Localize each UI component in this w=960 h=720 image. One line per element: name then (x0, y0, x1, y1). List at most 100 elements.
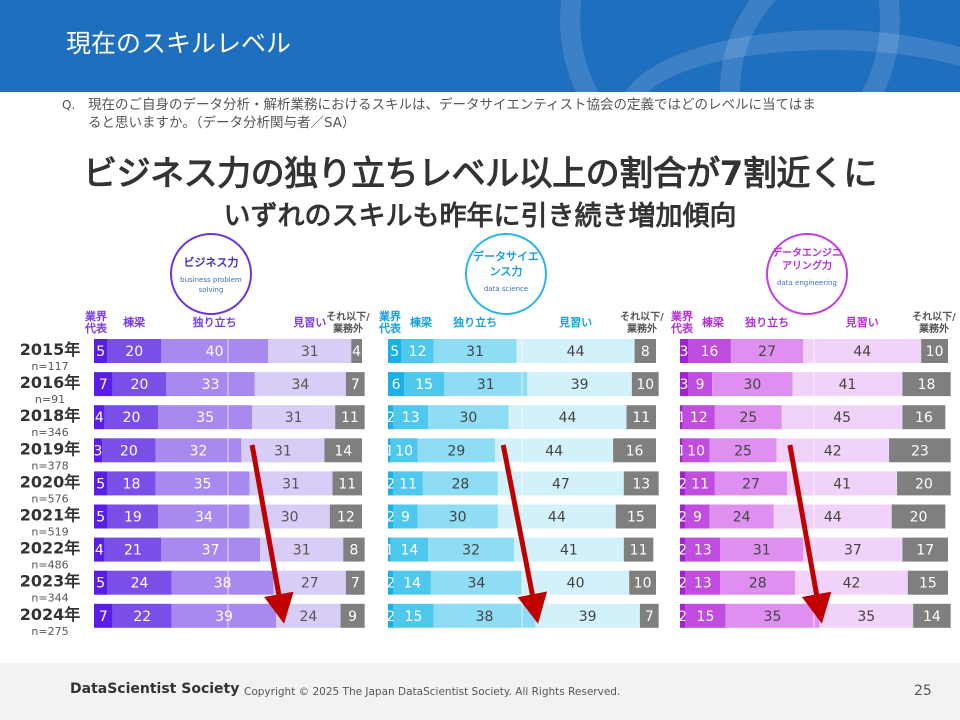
bar-segment-engineering (792, 372, 903, 397)
data-label-engineering: 15 (697, 609, 715, 625)
bar-segment-datascience (430, 570, 522, 595)
data-label-engineering: 45 (833, 410, 851, 426)
bar-segment-business (94, 438, 103, 463)
bar-segment-engineering (803, 537, 903, 562)
bar-segment-engineering (685, 537, 721, 562)
data-label-engineering: 1 (677, 443, 686, 459)
bar-segment-engineering (787, 471, 898, 496)
data-label-business: 11 (338, 476, 356, 492)
data-label-business: 5 (96, 576, 105, 592)
data-label-engineering: 42 (824, 443, 842, 459)
data-label-engineering: 20 (915, 476, 933, 492)
bar-segment-datascience (433, 339, 517, 363)
year-label: 2016年 (20, 373, 81, 392)
badge-business: ビジネス力 business problem solving (170, 233, 252, 315)
badge-engineering-title: データエンジニアリング力 (772, 248, 842, 272)
data-label-engineering: 2 (678, 576, 687, 592)
year-label: 2024年 (20, 605, 81, 624)
data-label-business: 34 (195, 510, 213, 526)
bar-segment-business (351, 339, 362, 363)
data-label-business: 37 (202, 543, 220, 559)
bar-segment-datascience (393, 570, 431, 595)
bar-segment-engineering (680, 372, 689, 397)
bar-segment-business (268, 339, 352, 363)
bar-segment-engineering (709, 438, 777, 463)
data-label-business: 19 (124, 510, 142, 526)
bar-segment-engineering (709, 504, 774, 529)
bar-segment-business (332, 471, 362, 496)
data-label-business: 9 (348, 609, 357, 625)
data-label-business: 20 (125, 344, 143, 360)
data-label-engineering: 15 (919, 576, 937, 592)
bar-segment-business (94, 405, 105, 430)
bar-segment-engineering (682, 405, 715, 430)
bar-segment-business (102, 438, 156, 463)
data-label-datascience: 14 (403, 576, 421, 592)
bar-segment-datascience (388, 603, 394, 628)
data-label-datascience: 30 (459, 410, 477, 426)
trend-arrow-datascience (500, 444, 548, 624)
data-label-business: 38 (214, 576, 232, 592)
data-label-business: 33 (202, 377, 220, 393)
data-label-engineering: 23 (911, 443, 929, 459)
bar-segment-datascience (522, 570, 630, 595)
bar-segment-engineering (680, 504, 686, 529)
data-label-business: 5 (96, 476, 105, 492)
bar-segment-engineering (680, 570, 686, 595)
data-label-business: 31 (301, 344, 319, 360)
bar-segment-business (324, 438, 362, 463)
data-label-datascience: 41 (560, 543, 578, 559)
trend-arrow-engineering (787, 444, 832, 624)
data-label-engineering: 2 (678, 543, 687, 559)
bar-segment-datascience (388, 537, 391, 562)
bar-segment-datascience (428, 405, 509, 430)
sample-size-label: n=378 (31, 459, 68, 472)
bar-segment-datascience (388, 405, 394, 430)
bar-segment-business (171, 570, 274, 595)
bar-segment-business (94, 570, 108, 595)
sample-size-label: n=275 (31, 625, 68, 638)
bar-segment-datascience (422, 471, 498, 496)
data-label-datascience: 15 (627, 510, 645, 526)
data-label-business: 24 (299, 609, 317, 625)
bar-segment-engineering (773, 504, 892, 529)
level-header-datascience: 見習い (558, 316, 592, 329)
level-header-engineering: それ以下/ (912, 311, 956, 323)
bar-segment-business (94, 339, 108, 363)
data-label-datascience: 30 (449, 510, 467, 526)
level-header-business: 棟梁 (123, 315, 146, 329)
data-label-engineering: 3 (680, 344, 689, 360)
bar-segment-datascience (623, 537, 654, 562)
level-header-business: 独り立ち (192, 315, 237, 329)
level-header-engineering: 棟梁 (702, 315, 725, 329)
sample-size-label: n=91 (35, 393, 65, 406)
bar-segment-engineering (819, 603, 914, 628)
bar-segment-engineering (902, 537, 948, 562)
bar-segment-datascience (639, 603, 659, 628)
data-label-engineering: 13 (694, 543, 712, 559)
bar-segment-datascience (388, 372, 405, 397)
year-label: 2015年 (20, 340, 81, 359)
data-label-business: 5 (96, 510, 105, 526)
data-label-engineering: 30 (743, 377, 761, 393)
year-label: 2023年 (20, 572, 81, 591)
data-label-datascience: 2 (386, 476, 395, 492)
data-label-datascience: 2 (386, 510, 395, 526)
data-label-business: 31 (293, 543, 311, 559)
data-label-engineering: 13 (694, 576, 712, 592)
bar-segment-datascience (404, 372, 445, 397)
level-header-business: 代表 (84, 321, 108, 335)
bar-segment-datascience (444, 372, 528, 397)
level-header-business: 見習い (292, 316, 326, 329)
bar-segment-engineering (688, 372, 713, 397)
data-label-datascience: 40 (567, 576, 585, 592)
badge-business-title: ビジネス力 (183, 256, 239, 269)
level-header-engineering: 業務外 (918, 322, 949, 335)
bar-segment-engineering (714, 405, 782, 430)
bar-segment-datascience (634, 339, 656, 363)
data-label-datascience: 14 (401, 543, 419, 559)
bar-segment-engineering (730, 339, 804, 363)
data-label-datascience: 31 (477, 377, 495, 393)
bar-segment-engineering (688, 339, 731, 363)
bar-segment-engineering (913, 603, 951, 628)
